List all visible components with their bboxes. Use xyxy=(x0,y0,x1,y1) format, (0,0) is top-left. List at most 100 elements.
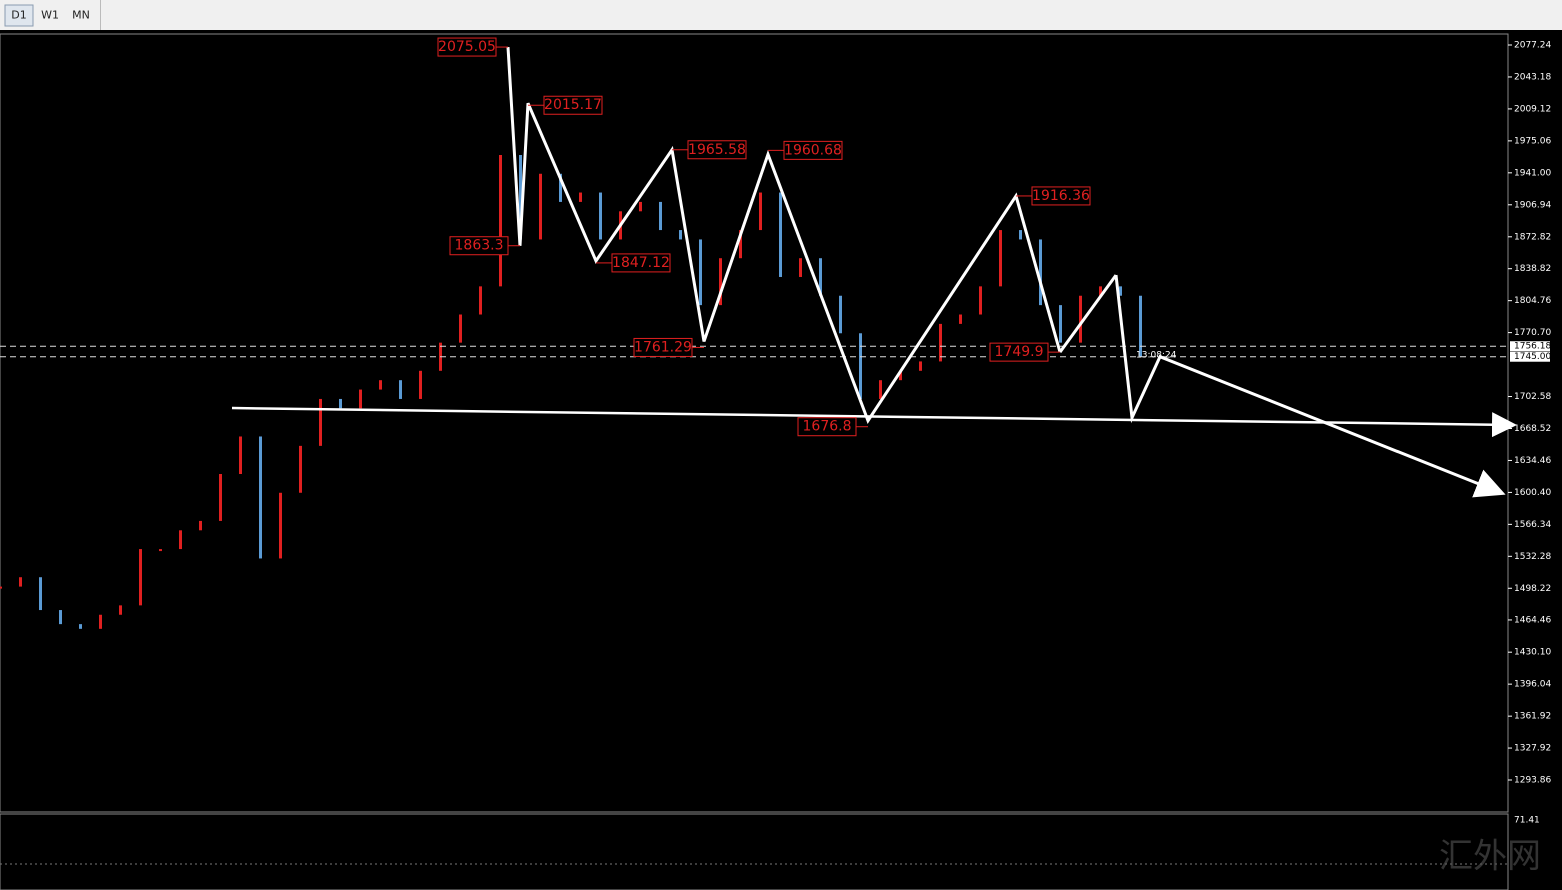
y-tick-label: 2077.24 xyxy=(1514,41,1551,51)
price-bar xyxy=(879,380,882,399)
pivot-box xyxy=(1031,186,1091,206)
price-bar xyxy=(499,155,502,287)
price-bar xyxy=(179,530,182,550)
price-bar xyxy=(539,173,542,240)
y-tick-label: 1396.04 xyxy=(1514,680,1551,690)
pivot-box xyxy=(633,337,693,357)
pivot-label: 1863.3 xyxy=(455,238,504,254)
price-bar xyxy=(79,624,82,629)
price-bar xyxy=(1119,286,1122,296)
price-bar xyxy=(1039,239,1042,306)
price-bar xyxy=(939,323,942,362)
y-tick-label: 1838.82 xyxy=(1514,264,1551,274)
y-tick-label: 1872.82 xyxy=(1514,232,1551,242)
y-tick-label: 1566.34 xyxy=(1514,520,1551,530)
price-bar xyxy=(59,610,62,625)
y-tick-label: 1430.10 xyxy=(1514,648,1551,658)
price-bar xyxy=(0,586,2,589)
y-tick-label: 1770.70 xyxy=(1514,328,1551,338)
level-label: 1756.18 xyxy=(1514,342,1551,352)
y-tick-label: 1498.22 xyxy=(1514,584,1551,594)
button-active xyxy=(4,4,34,27)
price-bar xyxy=(719,258,722,306)
y-tick-label: 1327.92 xyxy=(1514,744,1551,754)
price-bar xyxy=(39,577,42,611)
watermark: 汇外网 xyxy=(1439,837,1541,877)
pivot-box xyxy=(449,236,509,256)
price-bar xyxy=(379,380,382,390)
y-tick-label: 1804.76 xyxy=(1514,296,1551,306)
time-label: 13:08:24 xyxy=(1136,351,1177,361)
price-bar xyxy=(699,239,702,306)
y-tick-label: 1668.52 xyxy=(1514,424,1551,434)
y-tick-label: 1464.46 xyxy=(1514,615,1551,625)
pivot-box xyxy=(989,342,1049,362)
toolbar-separator xyxy=(100,0,101,30)
price-bar xyxy=(279,492,282,559)
price-bar xyxy=(319,398,322,446)
pivot-label: 2015.17 xyxy=(544,97,602,113)
price-bar xyxy=(399,380,402,399)
indicator-frame xyxy=(0,813,1509,890)
price-bar xyxy=(679,230,682,240)
price-bar xyxy=(519,155,522,240)
timeframe-button[interactable]: MN xyxy=(72,9,90,22)
y-tick-label: 1634.46 xyxy=(1514,456,1551,466)
price-bar xyxy=(639,201,642,212)
pivot-label: 1749.9 xyxy=(995,344,1044,360)
level-label: 1745.00 xyxy=(1514,352,1551,362)
price-bar xyxy=(99,614,102,629)
pivot-box xyxy=(543,95,603,115)
price-bar xyxy=(19,577,22,587)
price-bar xyxy=(659,201,662,231)
y-tick-label: 2043.18 xyxy=(1514,72,1551,82)
price-bar xyxy=(159,549,162,552)
price-bar xyxy=(739,230,742,259)
price-bar xyxy=(1099,286,1102,296)
timeframe-button[interactable]: W1 xyxy=(41,9,59,22)
y-tick-label: 1361.92 xyxy=(1514,712,1551,722)
y-tick-label: 2009.12 xyxy=(1514,104,1551,114)
price-bar xyxy=(839,295,842,334)
price-bar xyxy=(779,192,782,277)
price-bar xyxy=(1059,305,1062,343)
price-bar xyxy=(479,286,482,315)
pivot-box xyxy=(687,140,747,160)
price-bar xyxy=(579,192,582,202)
price-bar xyxy=(239,436,242,475)
pivot-box xyxy=(611,253,671,273)
pivot-label: 1960.68 xyxy=(784,142,842,158)
y-tick-label: 1941.00 xyxy=(1514,168,1551,178)
y-tick-label: 1293.86 xyxy=(1514,776,1551,786)
price-bar xyxy=(959,314,962,324)
timeframe-button[interactable]: D1 xyxy=(11,9,26,22)
y-tick-label: 1975.06 xyxy=(1514,136,1551,146)
price-bar xyxy=(459,314,462,343)
pivot-label: 2075.05 xyxy=(438,39,496,55)
price-bar xyxy=(559,173,562,202)
price-bar xyxy=(899,370,902,381)
y-tick-label: 1532.28 xyxy=(1514,552,1551,562)
price-bar xyxy=(299,445,302,493)
price-bar xyxy=(599,192,602,240)
price-bar xyxy=(1019,230,1022,240)
price-bar xyxy=(1079,295,1082,343)
pivot-label: 1847.12 xyxy=(612,255,670,271)
zigzag-link xyxy=(1058,274,1118,354)
level-box xyxy=(1510,351,1550,362)
indicator-label: 71.41 xyxy=(1514,816,1540,826)
pivot-label: 1761.29 xyxy=(634,339,692,355)
pivot-label: 1965.58 xyxy=(688,142,746,158)
price-bar xyxy=(1139,295,1142,357)
pivot-box xyxy=(783,140,843,160)
y-tick-label: 1906.94 xyxy=(1514,200,1551,210)
y-tick-label: 1702.58 xyxy=(1514,392,1551,402)
price-bar xyxy=(419,370,422,399)
price-bar xyxy=(119,605,122,615)
pivot-label: 1676.8 xyxy=(803,419,852,435)
price-bar xyxy=(919,361,922,371)
level-box xyxy=(1510,341,1550,352)
price-bar xyxy=(199,520,202,531)
price-bar xyxy=(819,258,822,296)
